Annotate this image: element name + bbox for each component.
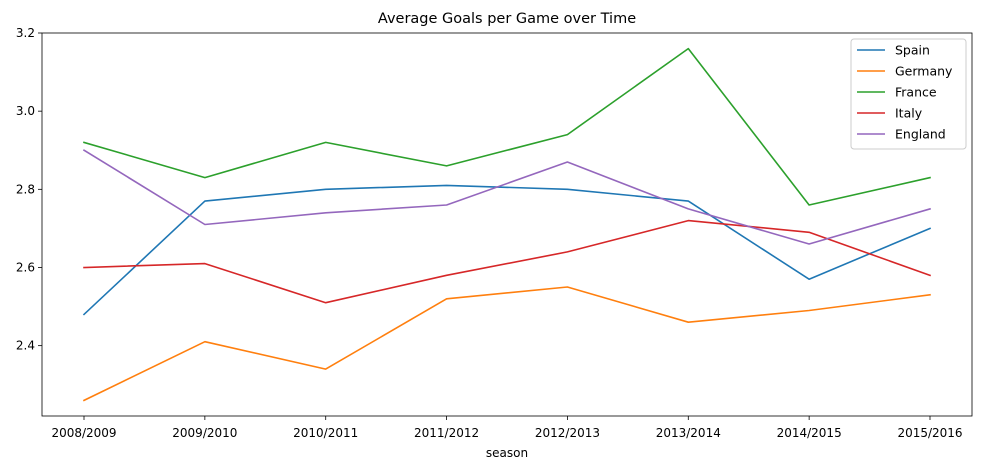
x-tick-label: 2010/2011 <box>293 426 358 440</box>
y-tick-label: 2.4 <box>16 339 35 353</box>
x-tick-label: 2012/2013 <box>535 426 600 440</box>
plot-area-frame <box>41 32 973 417</box>
y-tick-label: 2.8 <box>16 182 35 196</box>
series-line-england <box>82 149 931 245</box>
legend: Spain Germany France Italy England <box>850 38 967 150</box>
series-line-germany <box>82 286 931 402</box>
x-axis: 2008/2009 2009/2010 2010/2011 2011/2012 2012… <box>51 416 963 440</box>
x-tick-label: 2008/2009 <box>51 426 116 440</box>
legend-label-england: England <box>895 127 946 142</box>
x-tick-label: 2014/2015 <box>777 426 842 440</box>
legend-label-italy: Italy <box>895 106 923 121</box>
legend-label-france: France <box>895 85 937 100</box>
y-tick-label: 3.0 <box>16 104 35 118</box>
series-line-france <box>83 47 931 206</box>
chart-title: Average Goals per Game over Time <box>378 11 636 27</box>
y-tick-label: 2.6 <box>16 260 35 274</box>
x-tick-label: 2009/2010 <box>172 426 237 440</box>
y-tick-label: 3.2 <box>16 26 35 40</box>
x-tick-label: 2013/2014 <box>656 426 721 440</box>
y-axis: 2.4 2.6 2.8 3.0 3.2 <box>16 26 42 353</box>
legend-label-germany: Germany <box>895 64 953 79</box>
x-tick-label: 2015/2016 <box>897 426 962 440</box>
series-line-spain <box>82 184 932 316</box>
series-line-italy <box>83 219 932 304</box>
series-lines <box>82 47 932 402</box>
legend-label-spain: Spain <box>895 43 930 58</box>
x-tick-label: 2011/2012 <box>414 426 479 440</box>
x-axis-label: season <box>486 446 528 460</box>
legend-frame <box>850 38 967 150</box>
